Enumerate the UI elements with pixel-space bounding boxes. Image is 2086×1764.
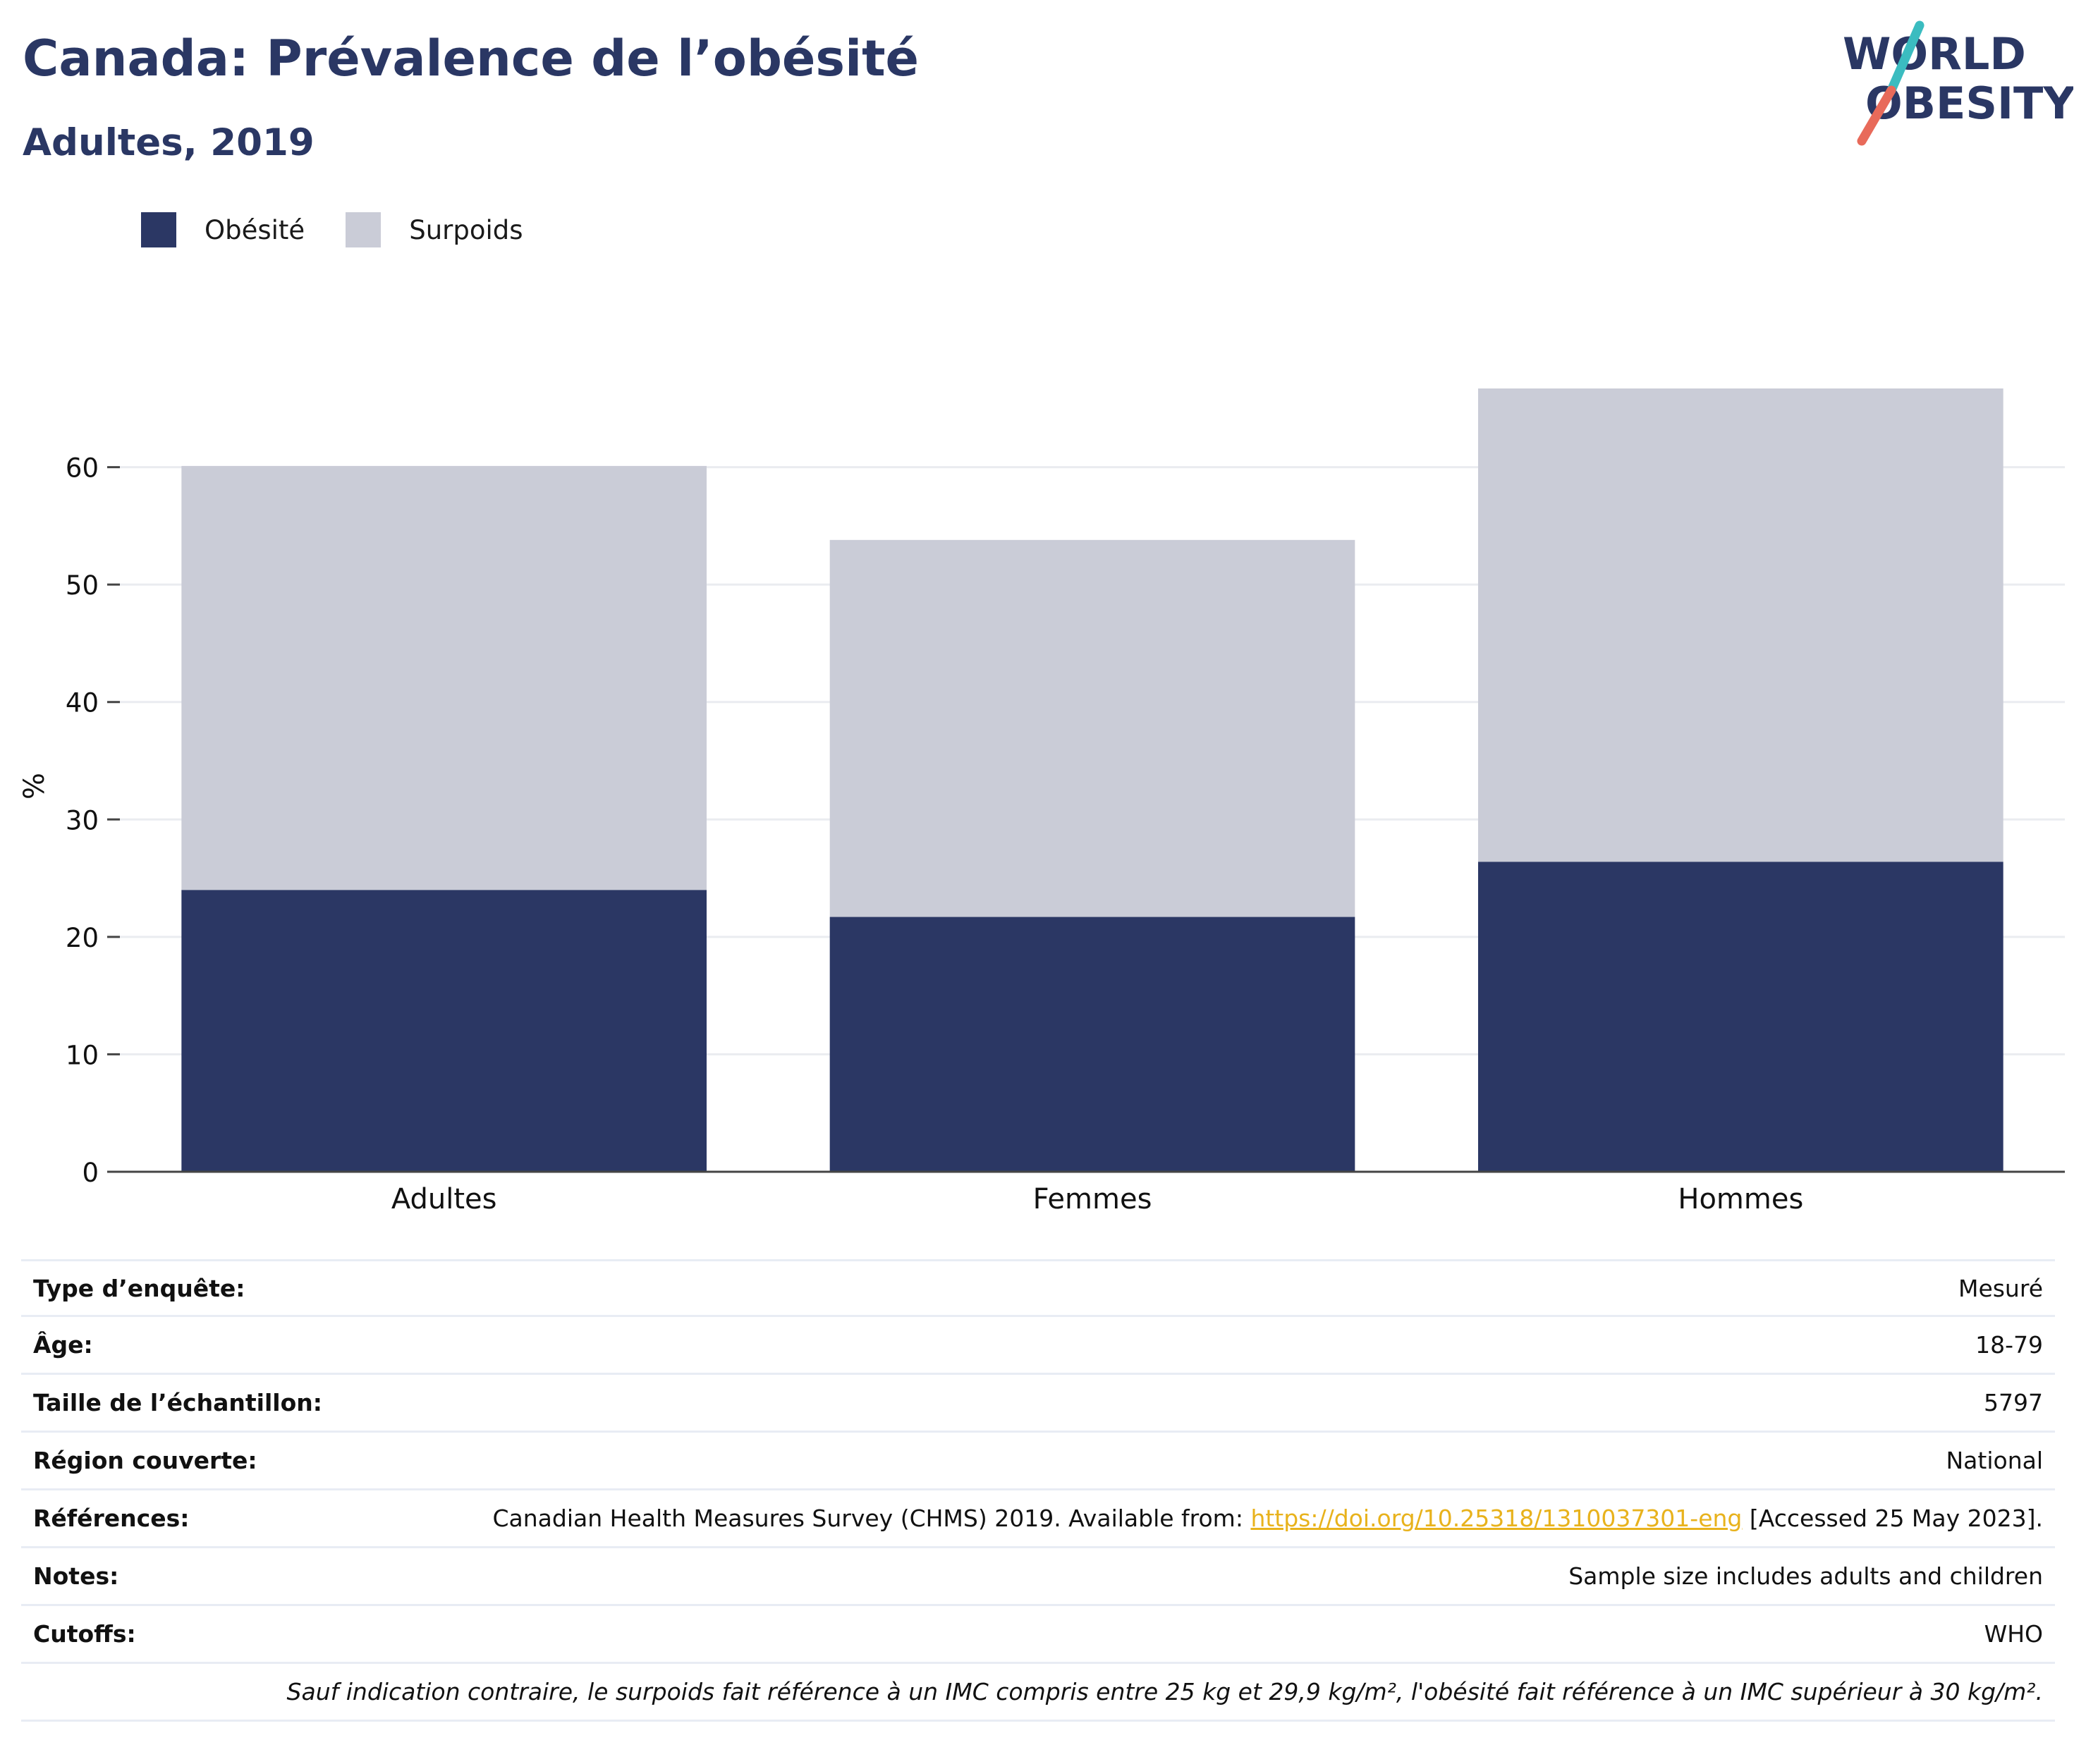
info-row-survey-type: Type d’enquête: Mesuré bbox=[21, 1259, 2055, 1317]
info-row-cutoffs: Cutoffs: WHO bbox=[21, 1606, 2055, 1664]
info-value: WHO bbox=[1984, 1620, 2043, 1648]
references-value: Canadian Health Measures Survey (CHMS) 2… bbox=[492, 1505, 2043, 1532]
legend-swatch-surpoids bbox=[346, 212, 382, 247]
info-row-age: Âge: 18-79 bbox=[21, 1317, 2055, 1375]
info-label: Références: bbox=[33, 1505, 190, 1532]
info-row-references: Références: Canadian Health Measures Sur… bbox=[21, 1490, 2055, 1548]
info-label: Type d’enquête: bbox=[33, 1274, 245, 1302]
x-tick-label: Adultes bbox=[391, 1183, 497, 1215]
info-row-notes: Notes: Sample size includes adults and c… bbox=[21, 1548, 2055, 1606]
info-label: Notes: bbox=[33, 1562, 119, 1590]
y-tick-label: 60 bbox=[66, 453, 99, 484]
bar-obesite-adultes[interactable] bbox=[181, 890, 707, 1172]
legend-label-obesite: Obésité bbox=[205, 214, 305, 245]
logo-coral-slash bbox=[1857, 85, 1896, 146]
bar-obesite-hommes[interactable] bbox=[1478, 862, 2003, 1172]
chart-subtitle: Adultes, 2019 bbox=[23, 121, 315, 164]
info-label: Cutoffs: bbox=[33, 1620, 136, 1648]
chart-title: Canada: Prévalence de l’obésité bbox=[23, 30, 920, 87]
x-tick-label: Hommes bbox=[1678, 1183, 1803, 1215]
bars bbox=[181, 388, 2003, 1172]
y-tick-label: 50 bbox=[66, 570, 99, 601]
bar-obesite-femmes[interactable] bbox=[829, 917, 1355, 1172]
y-tick-label: 40 bbox=[66, 688, 99, 718]
references-text-after: [Accessed 25 May 2023]. bbox=[1742, 1505, 2043, 1532]
info-row-sample-size: Taille de l’échantillon: 5797 bbox=[21, 1375, 2055, 1433]
y-axis-label: % bbox=[18, 773, 51, 800]
info-value: Sample size includes adults and children bbox=[1568, 1562, 2043, 1590]
y-tick-label: 20 bbox=[66, 923, 99, 953]
info-label: Taille de l’échantillon: bbox=[33, 1389, 322, 1416]
y-tick-label: 30 bbox=[66, 805, 99, 835]
info-row-region: Région couverte: National bbox=[21, 1433, 2055, 1490]
logo-line1: WORLD bbox=[1843, 28, 2026, 80]
info-table: Type d’enquête: Mesuré Âge: 18-79 Taille… bbox=[21, 1259, 2055, 1722]
bar-surpoids-hommes[interactable] bbox=[1478, 388, 2003, 862]
legend-label-surpoids: Surpoids bbox=[409, 214, 523, 245]
bar-surpoids-femmes[interactable] bbox=[829, 539, 1355, 917]
legend-swatch-obesite bbox=[141, 212, 176, 247]
info-row-footnote: Sauf indication contraire, le surpoids f… bbox=[21, 1664, 2055, 1722]
logo-teal-slash bbox=[1886, 20, 1925, 95]
info-label: Région couverte: bbox=[33, 1447, 257, 1474]
legend-item-surpoids[interactable]: Surpoids bbox=[346, 212, 523, 247]
y-tick-label: 10 bbox=[66, 1040, 99, 1070]
stacked-bar-chart: 0 10 20 30 40 50 60 Adultes Femmes Hommes % bbox=[18, 388, 2065, 1215]
bar-surpoids-adultes[interactable] bbox=[181, 465, 707, 890]
x-tick-label: Femmes bbox=[1033, 1183, 1152, 1215]
legend: Obésité Surpoids bbox=[141, 209, 564, 251]
world-obesity-logo: WORLD OBESITY bbox=[1843, 20, 2073, 146]
footnote-text: Sauf indication contraire, le surpoids f… bbox=[286, 1678, 2043, 1705]
y-tick-label: 0 bbox=[82, 1158, 99, 1188]
info-label: Âge: bbox=[33, 1331, 93, 1359]
info-value: National bbox=[1946, 1447, 2043, 1474]
legend-item-obesite[interactable]: Obésité bbox=[141, 212, 305, 247]
info-value: 18-79 bbox=[1975, 1331, 2043, 1359]
references-link[interactable]: https://doi.org/10.25318/1310037301-eng bbox=[1250, 1505, 1743, 1532]
references-text-before: Canadian Health Measures Survey (CHMS) 2… bbox=[492, 1505, 1251, 1532]
info-value: Mesuré bbox=[1958, 1274, 2043, 1302]
logo-line2: OBESITY bbox=[1865, 78, 2073, 129]
axes: 0 10 20 30 40 50 60 Adultes Femmes Hommes bbox=[66, 453, 2065, 1215]
info-value: 5797 bbox=[1984, 1389, 2043, 1416]
